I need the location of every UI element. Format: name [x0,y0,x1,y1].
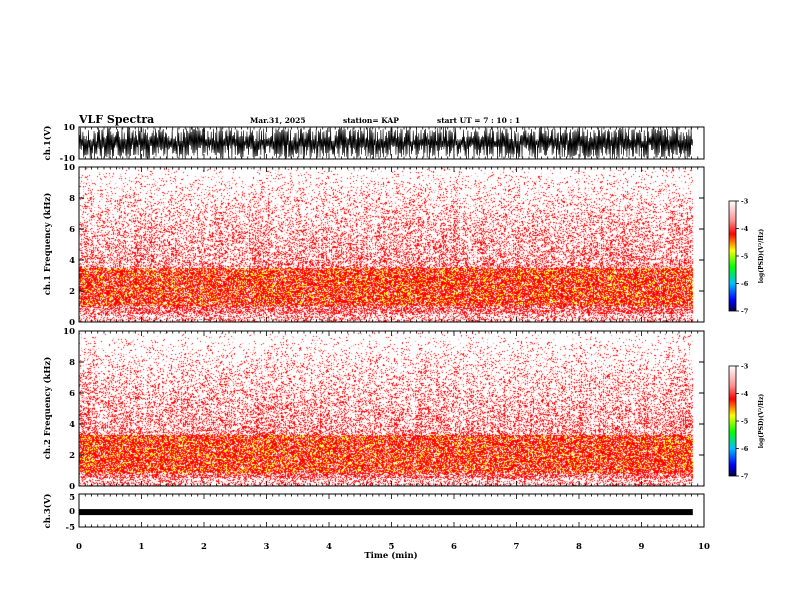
x-tick-label: 4 [326,542,332,552]
colorbar-tick-label: -4 [741,390,749,398]
colorbar-tick-label: -7 [741,308,748,316]
spec-ytick-label: 4 [69,256,75,266]
ch1-waveform-line [78,127,694,159]
spec-ytick-label: 2 [69,451,75,461]
spec-ytick-label: 8 [69,358,75,368]
colorbar1-ticks: -3 -4 -5 -6 -7 [736,198,749,316]
ch1-ytick-bottom: -10 [60,154,75,164]
colorbar1-scale [728,200,737,312]
ch3-ytick-mid: 0 [69,507,75,517]
spec1-yticks: 0 2 4 6 8 10 [63,163,704,328]
spec-ytick-label: 0 [69,482,75,492]
spec2-ylabel: ch.2 Frequency (kHz) [42,357,53,460]
colorbar2-label: log(PSD)(V²/Hz) [758,394,765,449]
spec-ytick-label: 6 [69,389,75,399]
spec-ytick-label: 6 [69,225,75,235]
colorbar-tick-label: -3 [741,198,749,206]
colorbar-tick-label: -6 [741,280,749,288]
ch3-ytick-bottom: -5 [66,523,76,533]
x-tick-label: 8 [576,542,582,552]
colorbar-ch1: -3 -4 -5 -6 -7 log(PSD)(V²/Hz) [728,198,765,316]
spec2-yticks: 0 2 4 6 8 10 [63,327,704,492]
x-tick-label: 3 [264,542,270,552]
date-label: Mar.31, 2025 [250,116,306,125]
colorbar-tick-label: -6 [741,445,749,453]
colorbar2-scale [728,365,737,477]
colorbar-tick-label: -3 [741,363,749,371]
spec-ytick-label: 2 [69,287,75,297]
x-tick-label: 9 [639,542,645,552]
x-tick-label: 2 [201,542,207,552]
chart-title: VLF Spectra [78,113,154,126]
spec-ytick-label: 10 [63,327,75,337]
colorbar2-ticks: -3 -4 -5 -6 -7 [736,363,749,481]
spec-ytick-label: 0 [69,318,75,328]
ch1-ytick-top: 10 [63,123,75,133]
x-tick-label: 10 [698,542,710,552]
ch1-spectrogram-image [79,167,704,322]
spec-ytick-label: 10 [63,163,75,173]
x-tick-label: 1 [139,542,145,552]
ch3-ylabel: ch.3(V) [42,494,53,529]
spec1-ylabel: ch.1 Frequency (kHz) [42,193,53,296]
colorbar-tick-label: -5 [741,418,749,426]
x-axis-label: Time (min) [364,550,417,561]
x-tick-label: 7 [514,542,520,552]
colorbar-ch2: -3 -4 -5 -6 -7 log(PSD)(V²/Hz) [728,363,765,481]
panel-ch1-spectrogram: 0 2 4 6 8 10 ch.1 Frequency (kHz) [42,163,705,328]
ch1-ylabel: ch.1(V) [42,126,53,161]
colorbar1-label: log(PSD)(V²/Hz) [758,229,765,284]
time-axis-ticks [78,127,705,527]
x-tick-label: 5 [389,542,395,552]
station-label: station= KAP [343,116,399,125]
spec-ytick-label: 8 [69,194,75,204]
colorbar-tick-label: -5 [741,253,749,261]
ch2-spectrogram-image [79,331,704,486]
x-tick-label: 6 [451,542,457,552]
panel-ch2-spectrogram: 0 2 4 6 8 10 ch.2 Frequency (kHz) [42,327,705,492]
start-time-label: start UT = 7 : 10 : 1 [437,116,520,125]
colorbar-tick-label: -4 [741,225,749,233]
x-tick-label: 0 [76,542,82,552]
colorbar-tick-label: -7 [741,473,748,481]
ch3-waveform-band [79,509,693,516]
spec-ytick-label: 4 [69,420,75,430]
time-axis-labels: 0 1 2 3 4 5 6 7 8 9 10 [76,542,710,552]
ch3-ytick-top: 5 [69,493,75,503]
